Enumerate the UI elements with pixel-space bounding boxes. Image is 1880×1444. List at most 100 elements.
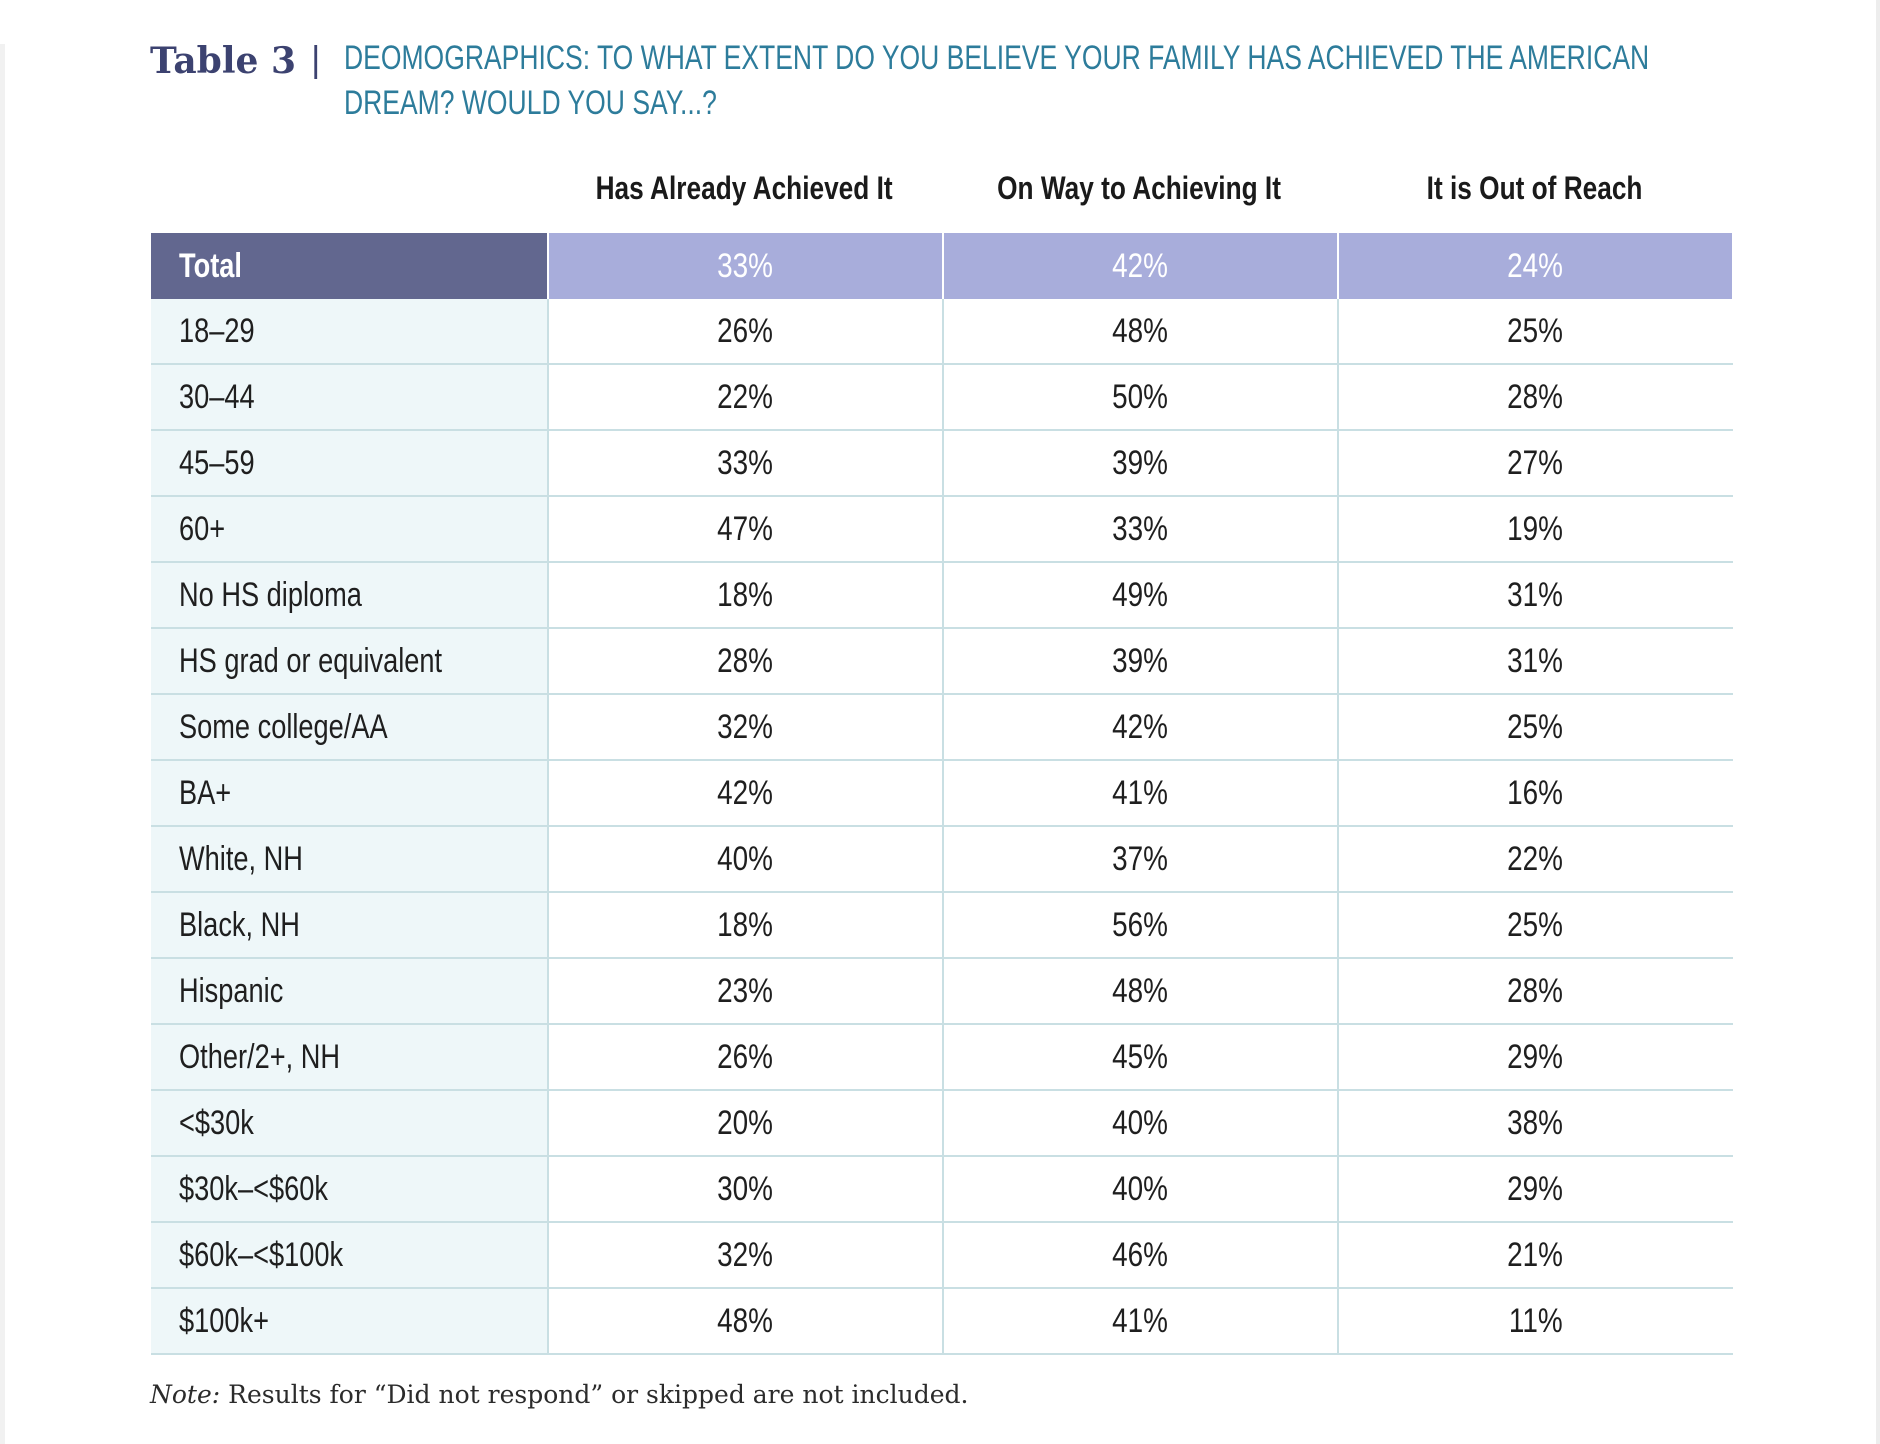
row-label: Black, NH (151, 893, 547, 957)
page-edge-right (1876, 0, 1880, 1444)
table-cell: 28% (547, 629, 942, 693)
row-label-text: $60k–<$100k (179, 1235, 344, 1274)
table-cell: 31% (1337, 563, 1732, 627)
row-label: Other/2+, NH (151, 1025, 547, 1089)
cell-value: 26% (717, 1037, 774, 1076)
cell-value: 21% (1507, 1235, 1564, 1274)
column-headers: Has Already Achieved It On Way to Achiev… (547, 170, 1733, 220)
table-row: $100k+ 48% 41% 11% (151, 1289, 1733, 1355)
table-row: $60k–<$100k 32% 46% 21% (151, 1223, 1733, 1289)
row-label: Some college/AA (151, 695, 547, 759)
row-label-text: BA+ (179, 773, 232, 812)
cell-value: 38% (1507, 1103, 1564, 1142)
row-label-text: <$30k (179, 1103, 254, 1142)
table-row: 60+ 47% 33% 19% (151, 497, 1733, 563)
row-label: HS grad or equivalent (151, 629, 547, 693)
table-cell: 29% (1337, 1025, 1732, 1089)
cell-value: 41% (1112, 773, 1169, 812)
row-label-text: Other/2+, NH (179, 1037, 340, 1076)
cell-value: 30% (717, 1169, 774, 1208)
row-label: $60k–<$100k (151, 1223, 547, 1287)
cell-value: 29% (1507, 1169, 1564, 1208)
cell-value: 28% (1507, 971, 1564, 1010)
row-label-text: HS grad or equivalent (179, 641, 443, 680)
cell-value: 56% (1112, 905, 1169, 944)
row-label-text: Total (179, 246, 242, 285)
cell-value: 40% (717, 839, 774, 878)
cell-value: 25% (1507, 707, 1564, 746)
cell-value: 48% (1112, 311, 1169, 350)
column-header-label: On Way to Achieving It (997, 170, 1282, 206)
note-text: Results for “Did not respond” or skipped… (220, 1380, 969, 1409)
cell-value: 31% (1507, 641, 1564, 680)
total-row: Total 33% 42% 24% (151, 233, 1733, 299)
row-label-text: Black, NH (179, 905, 300, 944)
cell-value: 25% (1507, 905, 1564, 944)
cell-value: 25% (1507, 311, 1564, 350)
cell-value: 29% (1507, 1037, 1564, 1076)
table-row: Other/2+, NH 26% 45% 29% (151, 1025, 1733, 1091)
table-cell: 42% (942, 695, 1337, 759)
table-row: No HS diploma 18% 49% 31% (151, 563, 1733, 629)
table-cell: 37% (942, 827, 1337, 891)
table-cell: 22% (1337, 827, 1732, 891)
table-cell: 19% (1337, 497, 1732, 561)
table-number-label: Table 3 (150, 40, 297, 82)
row-label: 45–59 (151, 431, 547, 495)
cell-value: 42% (1112, 246, 1169, 285)
table-cell: 32% (547, 695, 942, 759)
row-label: Total (151, 233, 547, 299)
cell-value: 18% (717, 575, 774, 614)
cell-value: 32% (717, 707, 774, 746)
table-title-text: DEOMOGRAPHICS: TO WHAT EXTENT DO YOU BEL… (344, 36, 1717, 126)
table-cell: 38% (1337, 1091, 1732, 1155)
table-cell: 22% (547, 365, 942, 429)
table-cell: 41% (942, 761, 1337, 825)
table-cell: 40% (942, 1157, 1337, 1221)
cell-value: 40% (1112, 1169, 1169, 1208)
column-header-label: It is Out of Reach (1426, 170, 1643, 206)
cell-value: 33% (717, 443, 774, 482)
table-row: HS grad or equivalent 28% 39% 31% (151, 629, 1733, 695)
table-cell: 40% (547, 827, 942, 891)
table-cell: 33% (547, 233, 942, 299)
column-header-out-of-reach: It is Out of Reach (1337, 170, 1732, 220)
table-cell: 32% (547, 1223, 942, 1287)
row-label: $30k–<$60k (151, 1157, 547, 1221)
table-cell: 45% (942, 1025, 1337, 1089)
cell-value: 46% (1112, 1235, 1169, 1274)
cell-value: 37% (1112, 839, 1169, 878)
table-body: 18–29 26% 48% 25% 30–44 22% 50% 28% 45–59 33% 39% 2… (151, 299, 1733, 1355)
cell-value: 47% (717, 509, 774, 548)
table-row: $30k–<$60k 30% 40% 29% (151, 1157, 1733, 1223)
page-edge-left (0, 44, 5, 1444)
cell-value: 39% (1112, 641, 1169, 680)
table-cell: 56% (942, 893, 1337, 957)
row-label-text: $100k+ (179, 1301, 269, 1340)
table-title: Table 3 | DEOMOGRAPHICS: TO WHAT EXTENT … (150, 36, 1710, 136)
table-cell: 28% (1337, 959, 1732, 1023)
table-cell: 33% (942, 497, 1337, 561)
cell-value: 32% (717, 1235, 774, 1274)
row-label: 60+ (151, 497, 547, 561)
table-cell: 42% (547, 761, 942, 825)
cell-value: 28% (1507, 377, 1564, 416)
table-cell: 23% (547, 959, 942, 1023)
row-label: 18–29 (151, 299, 547, 363)
cell-value: 33% (717, 246, 774, 285)
cell-value: 28% (717, 641, 774, 680)
row-label: $100k+ (151, 1289, 547, 1353)
cell-value: 31% (1507, 575, 1564, 614)
table-cell: 39% (942, 629, 1337, 693)
table-cell: 25% (1337, 893, 1732, 957)
table-cell: 39% (942, 431, 1337, 495)
table-row: BA+ 42% 41% 16% (151, 761, 1733, 827)
table-cell: 42% (942, 233, 1337, 299)
table-cell: 48% (547, 1289, 942, 1353)
row-label: BA+ (151, 761, 547, 825)
table-row: White, NH 40% 37% 22% (151, 827, 1733, 893)
table-cell: 49% (942, 563, 1337, 627)
table-cell: 30% (547, 1157, 942, 1221)
cell-value: 11% (1508, 1301, 1563, 1340)
table-row: Hispanic 23% 48% 28% (151, 959, 1733, 1025)
